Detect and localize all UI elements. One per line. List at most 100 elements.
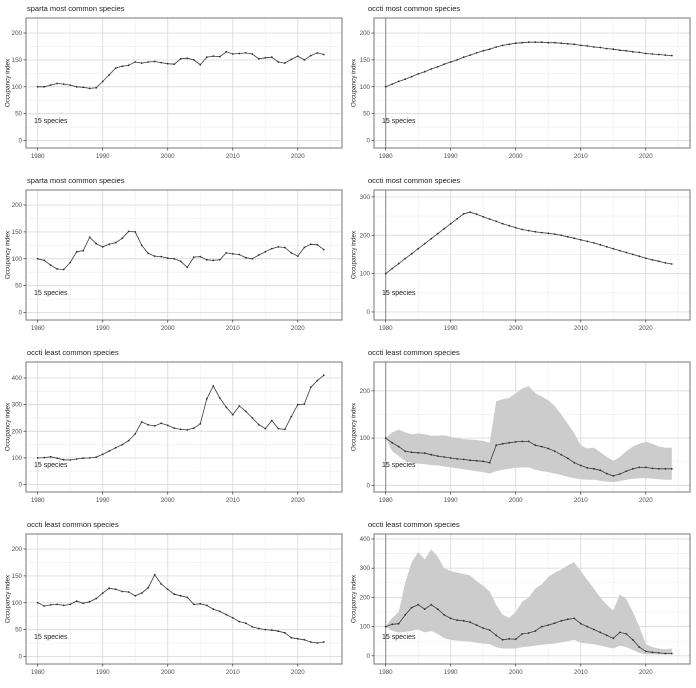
chart-title: occti least common species xyxy=(27,348,119,357)
svg-text:1980: 1980 xyxy=(31,497,45,504)
svg-text:200: 200 xyxy=(360,594,371,601)
svg-text:0: 0 xyxy=(367,482,371,489)
svg-text:0: 0 xyxy=(19,309,23,316)
svg-text:100: 100 xyxy=(12,256,23,263)
svg-text:400: 400 xyxy=(12,375,23,382)
svg-text:100: 100 xyxy=(12,455,23,462)
svg-text:100: 100 xyxy=(360,624,371,631)
svg-text:100: 100 xyxy=(360,271,371,278)
svg-text:200: 200 xyxy=(360,232,371,239)
svg-text:0: 0 xyxy=(367,309,371,316)
chart-title: occti most common species xyxy=(368,176,461,185)
svg-text:150: 150 xyxy=(12,57,23,64)
svg-text:2020: 2020 xyxy=(639,153,653,160)
svg-text:2020: 2020 xyxy=(291,325,305,332)
svg-text:150: 150 xyxy=(12,229,23,236)
species-count-annotation: 15 species xyxy=(382,118,416,125)
svg-text:1980: 1980 xyxy=(31,325,45,332)
svg-text:1990: 1990 xyxy=(96,669,110,676)
svg-text:100: 100 xyxy=(360,435,371,442)
svg-text:1990: 1990 xyxy=(444,497,458,504)
svg-text:2010: 2010 xyxy=(226,153,240,160)
chart-panel-sparta-most-common-2: sparta most common species Occupancy ind… xyxy=(0,172,348,344)
svg-text:300: 300 xyxy=(360,565,371,572)
svg-text:0: 0 xyxy=(19,482,23,489)
svg-text:2000: 2000 xyxy=(161,497,175,504)
svg-text:50: 50 xyxy=(15,283,22,290)
svg-text:2020: 2020 xyxy=(639,325,653,332)
chart-title: sparta most common species xyxy=(27,176,125,185)
svg-text:1990: 1990 xyxy=(96,497,110,504)
chart-title: sparta most common species xyxy=(27,4,125,13)
chart-panel-occti-least-common-banded-1: occti least common species Occupancy ind… xyxy=(348,344,696,516)
svg-text:150: 150 xyxy=(360,57,371,64)
chart-plot: 0 50 100 150 200 1980 1990 2000 2010 2020 xyxy=(12,533,343,676)
svg-text:200: 200 xyxy=(12,202,23,209)
svg-text:1990: 1990 xyxy=(96,325,110,332)
svg-text:150: 150 xyxy=(12,573,23,580)
chart-title: occti least common species xyxy=(368,520,460,529)
chart-title: occti least common species xyxy=(27,520,119,529)
chart-panel-occti-most-common-1: occti most common species Occupancy inde… xyxy=(348,0,696,172)
svg-text:2000: 2000 xyxy=(509,497,523,504)
chart-plot: 0 50 100 150 200 1980 1990 2000 2010 2020 xyxy=(360,17,691,160)
svg-text:300: 300 xyxy=(360,194,371,201)
svg-text:1980: 1980 xyxy=(31,669,45,676)
svg-text:0: 0 xyxy=(367,137,371,144)
chart-plot: 0 100 200 1980 1990 2000 2010 2020 xyxy=(360,361,691,504)
svg-text:0: 0 xyxy=(19,653,23,660)
svg-text:2010: 2010 xyxy=(574,669,588,676)
svg-text:2010: 2010 xyxy=(226,497,240,504)
chart-panel-occti-least-common-1: occti least common species Occupancy ind… xyxy=(0,344,348,516)
svg-text:0: 0 xyxy=(367,653,371,660)
species-count-annotation: 15 species xyxy=(34,290,68,297)
species-count-annotation: 15 species xyxy=(34,634,68,641)
svg-text:1990: 1990 xyxy=(96,153,110,160)
svg-text:1980: 1980 xyxy=(379,153,393,160)
svg-text:1980: 1980 xyxy=(379,325,393,332)
chart-panel-occti-least-common-banded-2: occti least common species Occupancy ind… xyxy=(348,516,696,688)
chart-panel-sparta-most-common-1: sparta most common species Occupancy ind… xyxy=(0,0,348,172)
chart-title: occti most common species xyxy=(368,4,461,13)
svg-text:2010: 2010 xyxy=(226,325,240,332)
svg-text:2020: 2020 xyxy=(291,153,305,160)
svg-text:2020: 2020 xyxy=(291,669,305,676)
svg-text:2020: 2020 xyxy=(639,669,653,676)
svg-text:100: 100 xyxy=(360,84,371,91)
svg-text:2000: 2000 xyxy=(161,669,175,676)
svg-text:1980: 1980 xyxy=(31,153,45,160)
svg-text:400: 400 xyxy=(360,536,371,543)
species-count-annotation: 15 species xyxy=(382,634,416,641)
svg-text:2010: 2010 xyxy=(574,325,588,332)
species-count-annotation: 15 species xyxy=(34,462,68,469)
svg-text:200: 200 xyxy=(360,30,371,37)
svg-text:1980: 1980 xyxy=(379,669,393,676)
svg-text:2000: 2000 xyxy=(161,153,175,160)
svg-text:200: 200 xyxy=(360,388,371,395)
svg-text:2000: 2000 xyxy=(161,325,175,332)
svg-text:1990: 1990 xyxy=(444,153,458,160)
chart-plot: 0 100 200 300 400 1980 1990 2000 2010 2020 xyxy=(12,361,343,504)
svg-text:2020: 2020 xyxy=(291,497,305,504)
svg-text:100: 100 xyxy=(12,600,23,607)
chart-plot: 0 50 100 150 200 1980 1990 2000 2010 2020 xyxy=(12,189,343,332)
chart-panel-occti-most-common-2: occti most common species Occupancy inde… xyxy=(348,172,696,344)
svg-text:200: 200 xyxy=(12,546,23,553)
svg-text:50: 50 xyxy=(15,111,22,118)
svg-text:1990: 1990 xyxy=(444,325,458,332)
chart-plot: 0 50 100 150 200 1980 1990 2000 2010 2020 xyxy=(12,17,343,160)
chart-panel-occti-least-common-2: occti least common species Occupancy ind… xyxy=(0,516,348,688)
svg-text:200: 200 xyxy=(12,30,23,37)
svg-text:2010: 2010 xyxy=(574,497,588,504)
svg-text:2000: 2000 xyxy=(509,669,523,676)
svg-text:200: 200 xyxy=(12,428,23,435)
svg-text:300: 300 xyxy=(12,402,23,409)
svg-text:1980: 1980 xyxy=(379,497,393,504)
species-count-annotation: 15 species xyxy=(382,290,416,297)
svg-text:100: 100 xyxy=(12,84,23,91)
species-count-annotation: 15 species xyxy=(382,462,416,469)
svg-text:50: 50 xyxy=(363,111,370,118)
svg-text:0: 0 xyxy=(19,137,23,144)
